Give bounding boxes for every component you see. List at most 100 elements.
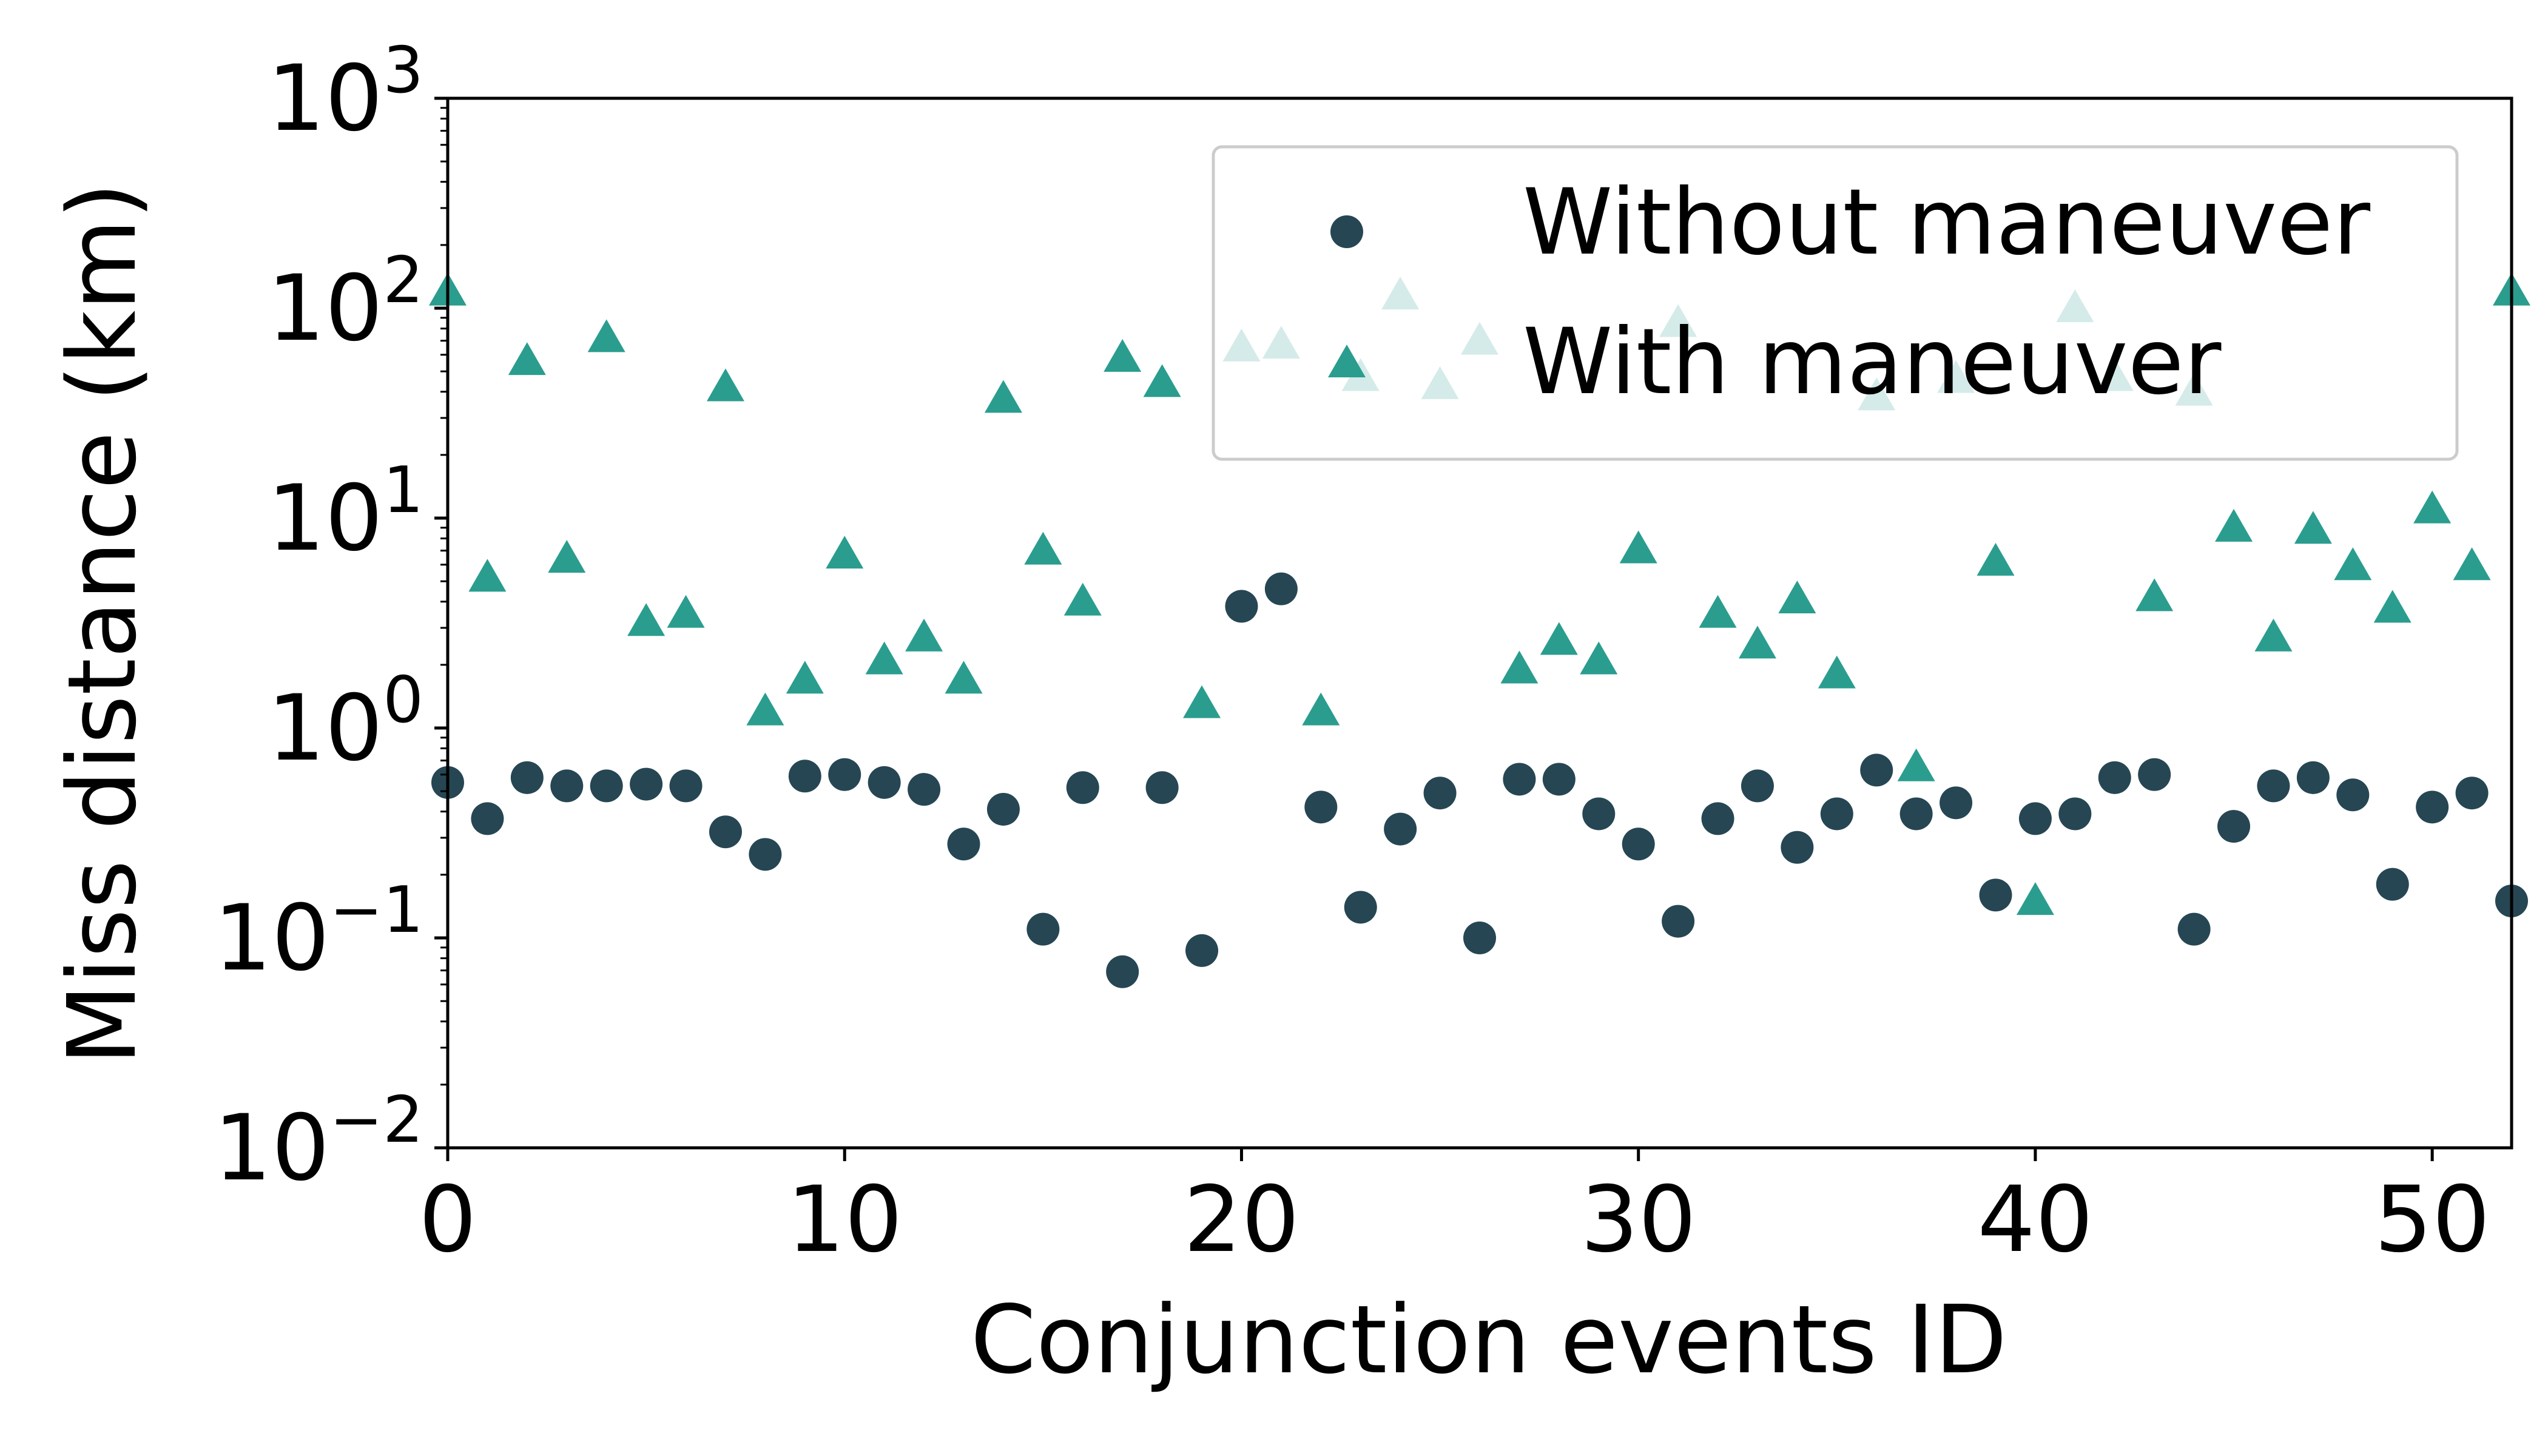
legend-marker-without-maneuver xyxy=(1330,215,1363,248)
point-with-maneuver xyxy=(2215,508,2253,542)
point-without-maneuver xyxy=(1701,802,1734,835)
point-with-maneuver xyxy=(1183,685,1221,718)
point-without-maneuver xyxy=(1145,771,1179,804)
point-without-maneuver xyxy=(1344,891,1377,924)
legend-marker-with-maneuver xyxy=(1328,345,1366,377)
x-tick-label: 50 xyxy=(2374,1167,2490,1273)
x-tick-label: 10 xyxy=(787,1167,903,1273)
x-tick-label: 30 xyxy=(1580,1167,1696,1273)
point-without-maneuver xyxy=(1820,797,1853,831)
legend-label-with-maneuver: With maneuver xyxy=(1523,309,2222,415)
point-with-maneuver xyxy=(746,692,784,726)
point-with-maneuver xyxy=(984,380,1022,413)
point-with-maneuver xyxy=(1500,650,1539,684)
legend-label-without-maneuver: Without maneuver xyxy=(1523,170,2370,275)
point-with-maneuver xyxy=(2453,547,2491,581)
point-with-maneuver xyxy=(945,661,983,694)
y-tick-label: 103 xyxy=(267,33,423,152)
y-tick-label: 102 xyxy=(267,243,423,362)
point-without-maneuver xyxy=(947,827,980,861)
point-without-maneuver xyxy=(1741,769,1774,803)
point-without-maneuver xyxy=(1026,912,1060,946)
point-without-maneuver xyxy=(1662,905,1695,938)
point-without-maneuver xyxy=(590,769,623,803)
point-with-maneuver xyxy=(2413,490,2452,524)
point-with-maneuver xyxy=(905,618,943,652)
point-without-maneuver xyxy=(1463,922,1496,954)
point-with-maneuver xyxy=(587,319,625,352)
point-without-maneuver xyxy=(1264,572,1298,605)
point-without-maneuver xyxy=(1106,955,1139,988)
point-without-maneuver xyxy=(908,773,941,806)
point-with-maneuver xyxy=(1302,692,1340,726)
y-tick-label: 10−2 xyxy=(214,1083,423,1201)
point-with-maneuver xyxy=(2016,882,2054,915)
point-with-maneuver xyxy=(1063,582,1102,616)
point-without-maneuver xyxy=(2058,797,2092,831)
legend: Without maneuver With maneuver xyxy=(1212,145,2459,461)
point-without-maneuver xyxy=(986,792,1020,826)
point-without-maneuver xyxy=(2217,810,2251,843)
point-with-maneuver xyxy=(1699,595,1737,628)
point-with-maneuver xyxy=(826,536,864,569)
point-with-maneuver xyxy=(706,368,744,402)
point-with-maneuver xyxy=(1104,339,1142,372)
point-with-maneuver xyxy=(1540,622,1578,655)
point-without-maneuver xyxy=(749,838,782,871)
point-without-maneuver xyxy=(2018,802,2052,835)
point-without-maneuver xyxy=(1979,878,2012,912)
point-without-maneuver xyxy=(1384,812,1417,846)
legend-box xyxy=(1212,145,2459,461)
y-tick-label: 100 xyxy=(267,663,423,781)
point-without-maneuver xyxy=(2257,769,2290,803)
point-without-maneuver xyxy=(2296,761,2330,794)
point-with-maneuver xyxy=(2373,590,2412,623)
point-without-maneuver xyxy=(1542,763,1576,796)
point-without-maneuver xyxy=(2177,912,2211,946)
point-without-maneuver xyxy=(1899,797,1933,831)
point-without-maneuver xyxy=(2416,790,2449,824)
point-with-maneuver xyxy=(1977,542,2015,576)
point-with-maneuver xyxy=(865,641,903,675)
point-without-maneuver xyxy=(2376,868,2409,901)
point-without-maneuver xyxy=(1304,790,1338,824)
x-tick-label: 20 xyxy=(1184,1167,1299,1273)
point-without-maneuver xyxy=(630,767,663,801)
point-with-maneuver xyxy=(1818,655,1856,689)
point-with-maneuver xyxy=(1024,531,1062,565)
point-with-maneuver xyxy=(1580,641,1618,675)
point-with-maneuver xyxy=(468,559,507,592)
point-without-maneuver xyxy=(709,815,742,849)
y-tick-label: 101 xyxy=(267,453,423,571)
y-tick-label: 10−1 xyxy=(214,873,423,991)
plot-frame xyxy=(446,96,2513,1150)
point-with-maneuver xyxy=(2334,547,2372,581)
x-tick-label: 0 xyxy=(419,1167,476,1273)
point-without-maneuver xyxy=(1225,590,1258,623)
x-axis-label: Conjunction events ID xyxy=(971,1285,2007,1395)
point-with-maneuver xyxy=(1738,625,1776,659)
point-with-maneuver xyxy=(1778,580,1816,613)
point-without-maneuver xyxy=(2336,778,2370,812)
point-without-maneuver xyxy=(1185,934,1219,967)
point-with-maneuver xyxy=(627,603,666,636)
point-without-maneuver xyxy=(1582,797,1616,831)
point-with-maneuver xyxy=(548,540,586,573)
point-with-maneuver xyxy=(1897,748,1935,781)
point-without-maneuver xyxy=(1860,753,1893,787)
point-without-maneuver xyxy=(2455,777,2489,810)
point-with-maneuver xyxy=(667,595,705,628)
point-with-maneuver xyxy=(2294,511,2332,544)
point-without-maneuver xyxy=(2098,761,2131,794)
point-with-maneuver xyxy=(1143,364,1181,397)
point-without-maneuver xyxy=(828,758,861,791)
point-without-maneuver xyxy=(510,761,544,794)
point-without-maneuver xyxy=(1066,771,1099,804)
point-without-maneuver xyxy=(1940,786,1973,820)
point-with-maneuver xyxy=(2135,578,2174,612)
point-without-maneuver xyxy=(471,802,504,835)
point-without-maneuver xyxy=(788,760,821,793)
point-without-maneuver xyxy=(2138,758,2171,791)
y-axis-label: Miss distance (km) xyxy=(47,182,157,1065)
